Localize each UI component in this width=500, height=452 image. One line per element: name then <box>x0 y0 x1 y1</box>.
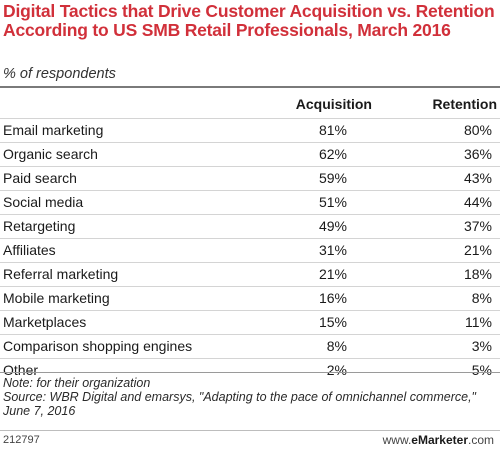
table-body: Email marketing 81% 80% Organic search 6… <box>0 118 500 382</box>
table-row: Retargeting 49% 37% <box>0 214 500 238</box>
row-label: Paid search <box>3 170 77 186</box>
row-label: Other <box>3 362 39 378</box>
table-row: Other 2% 5% <box>0 358 500 382</box>
table-row: Marketplaces 15% 11% <box>0 310 500 334</box>
column-header-acquisition: Acquisition <box>295 96 372 112</box>
table-row: Mobile marketing 16% 8% <box>0 286 500 310</box>
row-label: Organic search <box>3 146 98 162</box>
row-label: Email marketing <box>3 122 104 138</box>
table-row: Affiliates 31% 21% <box>0 238 500 262</box>
table-row: Social media 51% 44% <box>0 190 500 214</box>
acquisition-value: 59% <box>318 170 347 186</box>
acquisition-value: 2% <box>326 362 347 378</box>
table-row: Email marketing 81% 80% <box>0 118 500 142</box>
footer-divider <box>0 430 500 431</box>
retention-value: 11% <box>465 314 492 330</box>
column-header-retention: Retention <box>432 96 497 112</box>
retention-value: 80% <box>463 122 492 138</box>
row-label: Mobile marketing <box>3 290 110 306</box>
acquisition-value: 49% <box>318 218 347 234</box>
table-row: Referral marketing 21% 18% <box>0 262 500 286</box>
acquisition-value: 62% <box>318 146 347 162</box>
acquisition-value: 15% <box>318 314 347 330</box>
retention-value: 5% <box>471 362 492 378</box>
acquisition-value: 21% <box>318 266 347 282</box>
table-row: Paid search 59% 43% <box>0 166 500 190</box>
notes: Note: for their organization Source: WBR… <box>3 376 497 418</box>
acquisition-value: 81% <box>318 122 347 138</box>
acquisition-value: 8% <box>326 338 347 354</box>
table-bottom-divider <box>0 372 500 373</box>
header-divider <box>0 86 500 88</box>
brand-logo: www.eMarketer.com <box>383 433 494 447</box>
retention-value: 3% <box>471 338 492 354</box>
row-label: Retargeting <box>3 218 76 234</box>
source-text: Source: WBR Digital and emarsys, "Adapti… <box>3 390 476 418</box>
table-row: Comparison shopping engines 8% 3% <box>0 334 500 358</box>
row-label: Referral marketing <box>3 266 119 282</box>
retention-value: 43% <box>463 170 492 186</box>
chart-subtitle: % of respondents <box>3 66 116 82</box>
row-label: Social media <box>3 194 84 210</box>
brand-suffix: .com <box>467 433 494 447</box>
brand-name: eMarketer <box>411 433 468 447</box>
note-text: Note: for their organization <box>3 376 151 390</box>
row-label: Marketplaces <box>3 314 87 330</box>
retention-value: 44% <box>463 194 492 210</box>
acquisition-value: 51% <box>318 194 347 210</box>
retention-value: 8% <box>471 290 492 306</box>
retention-value: 37% <box>463 218 492 234</box>
retention-value: 18% <box>463 266 492 282</box>
retention-value: 21% <box>463 242 492 258</box>
acquisition-value: 31% <box>318 242 347 258</box>
acquisition-value: 16% <box>318 290 347 306</box>
row-label: Comparison shopping engines <box>3 338 193 354</box>
retention-value: 36% <box>463 146 492 162</box>
row-label: Affiliates <box>3 242 56 258</box>
chart-id: 212797 <box>3 434 40 446</box>
chart-title: Digital Tactics that Drive Customer Acqu… <box>3 1 495 40</box>
brand-prefix: www. <box>382 433 412 447</box>
table-row: Organic search 62% 36% <box>0 142 500 166</box>
